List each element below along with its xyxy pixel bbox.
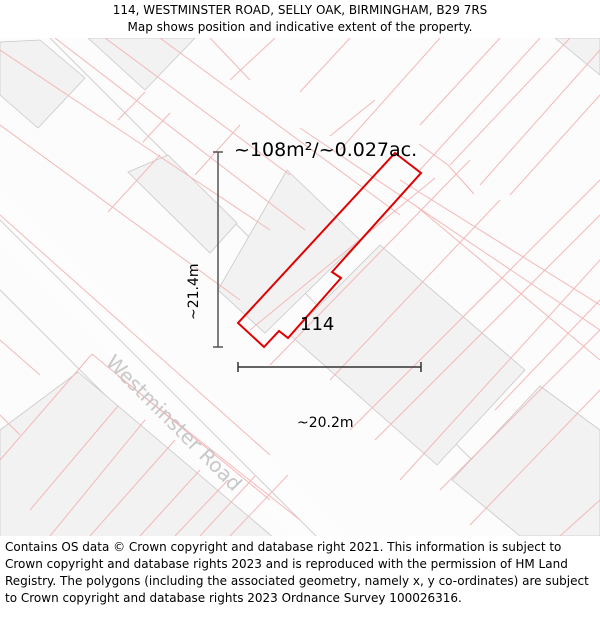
address-title: 114, WESTMINSTER ROAD, SELLY OAK, BIRMIN… [112,3,488,17]
map-header: 114, WESTMINSTER ROAD, SELLY OAK, BIRMIN… [0,0,600,40]
height-label: ~21.4m [186,263,202,320]
parcel-boundaries [0,38,600,536]
property-map[interactable]: ~108m²/~0.027ac. 114 ~20.2m ~21.4m Westm… [0,38,600,536]
height-measure-line [213,151,223,348]
map-canvas [0,38,600,536]
map-subtitle: Map shows position and indicative extent… [127,20,473,34]
width-label: ~20.2m [297,415,354,431]
property-boundary[interactable] [236,151,423,349]
property-number-label: 114 [300,314,335,335]
area-label: ~108m²/~0.027ac. [234,139,418,161]
width-measure-line [237,362,422,372]
buildings [0,38,600,536]
copyright-notice: Contains OS data © Crown copyright and d… [5,540,589,605]
